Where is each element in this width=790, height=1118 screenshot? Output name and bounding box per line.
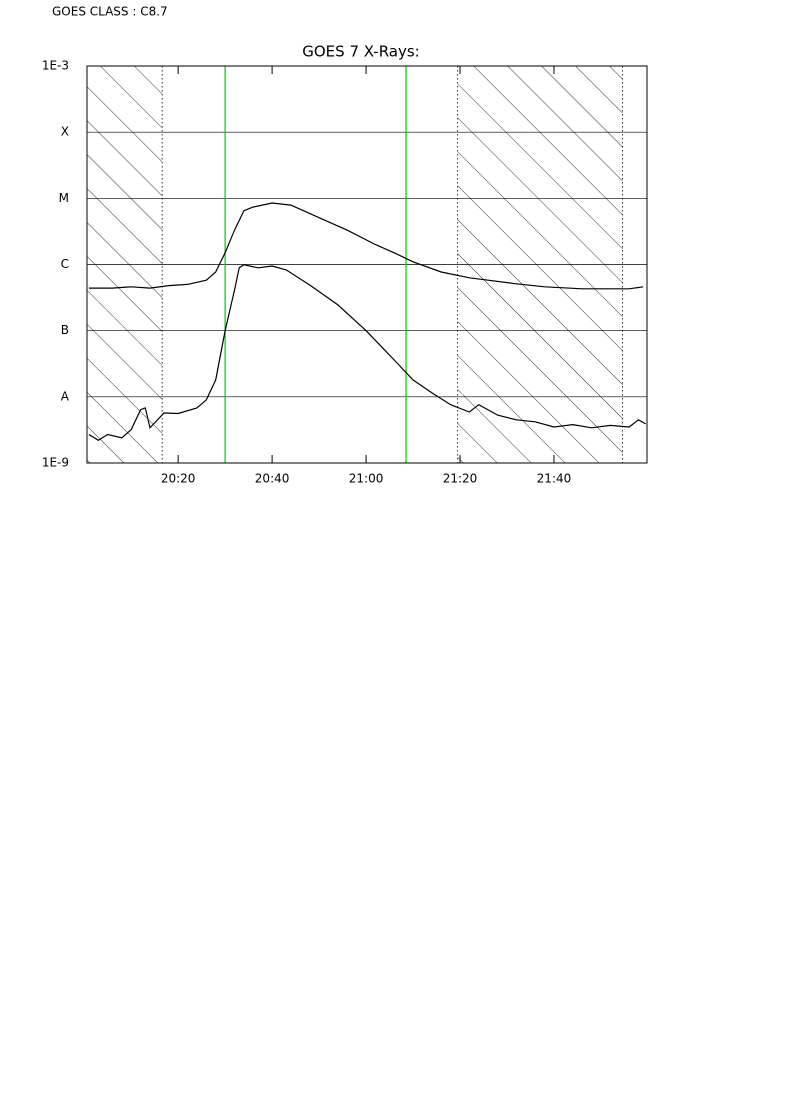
y-tick-label: M xyxy=(59,191,69,205)
y-tick-label: 1E-9 xyxy=(42,456,69,470)
x-tick-label: 20:20 xyxy=(161,472,196,486)
x-tick-label: 21:20 xyxy=(443,472,478,486)
chart-title: GOES 7 X-Rays: xyxy=(302,43,419,61)
flux-line xyxy=(88,202,644,290)
y-tick-label: 1E-3 xyxy=(42,59,69,73)
y-tick-label: C xyxy=(61,257,69,271)
x-tick-label: 21:00 xyxy=(349,472,384,486)
flux-line xyxy=(88,264,646,442)
x-tick-label: 21:40 xyxy=(537,472,572,486)
y-tick-label: B xyxy=(61,323,69,337)
plot-frame xyxy=(86,65,648,464)
y-tick-label: A xyxy=(61,389,70,403)
y-tick-label: X xyxy=(61,125,69,139)
x-tick-label: 20:40 xyxy=(255,472,290,486)
goes-class: GOES CLASS : C8.7 xyxy=(52,5,168,19)
